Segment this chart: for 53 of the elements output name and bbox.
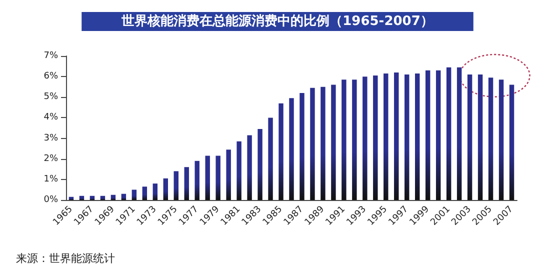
bar [110,194,116,200]
bar [362,76,368,200]
bar [90,196,95,200]
bar [352,80,357,200]
bar [163,178,168,200]
bar [142,186,148,200]
bar [226,150,231,200]
source-note: 来源：世界能源统计 [16,252,115,265]
bar [404,74,410,200]
bar [258,129,262,200]
y-tick-label: 4% [44,112,58,123]
bar [216,156,220,200]
bar [310,88,315,200]
bar [79,196,84,200]
bar [184,167,189,200]
y-tick-label: 0% [44,195,58,205]
bar [121,194,126,200]
bar [152,184,158,200]
bar [320,86,326,200]
bar [478,74,483,200]
bar [394,72,399,200]
y-tick-label: 7% [44,51,58,61]
bar [467,74,472,200]
bar [132,190,137,200]
bar [278,103,284,200]
bar [373,76,378,200]
bar [331,84,336,200]
bar [236,141,242,200]
bar [289,98,294,200]
bar [456,67,462,200]
bar [436,70,441,200]
bar [300,93,304,200]
bar [342,80,346,200]
bar [415,73,420,200]
bar [194,160,200,200]
bar [425,70,430,200]
bar [498,80,504,200]
y-tick-label: 2% [44,154,58,164]
bar [205,156,210,200]
bar [68,196,74,200]
y-tick-label: 1% [44,174,58,184]
y-tick-label: 5% [44,92,58,102]
y-tick-label: 3% [44,133,58,144]
bar [384,73,388,200]
bar [446,67,452,200]
bar [509,84,514,200]
bar [174,171,178,200]
bar [488,78,494,200]
chart-title: 世界核能消费在总能源消费中的比例（1965-2007） [120,13,434,29]
bar [268,118,273,200]
bar [100,196,106,200]
y-tick-label: 6% [44,72,58,82]
bar [247,135,252,200]
